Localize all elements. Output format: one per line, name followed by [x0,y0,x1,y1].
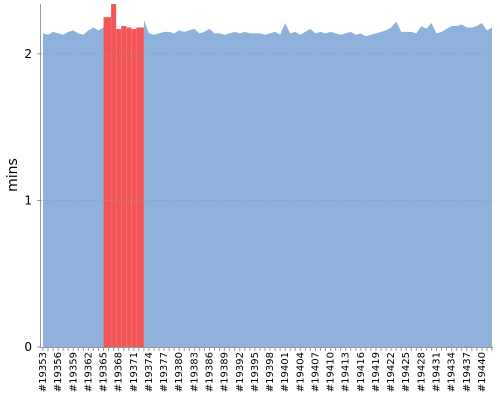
x-tick-label: #19389 [220,352,231,392]
area-bar [111,4,117,347]
x-tick-label: #19398 [265,352,276,392]
y-tick-label: 2 [24,47,32,61]
x-tick-label: #19362 [83,352,94,392]
x-tick-label: #19359 [68,352,79,392]
x-tick-label: #19437 [462,352,473,392]
x-tick-label: #19404 [295,352,306,392]
x-tick-label: #19356 [53,352,64,392]
x-tick-label: #19383 [189,352,200,392]
area [143,20,493,347]
area-bar [116,28,122,347]
x-tick-label: #19425 [401,352,412,392]
x-tick-label: #19353 [38,352,49,392]
y-axis-label: mins [5,158,21,192]
area-bar [136,27,144,347]
x-tick-label: #19386 [204,352,215,392]
y-tick-label: 1 [24,193,32,207]
x-tick-label: #19428 [416,352,427,392]
x-tick-label: #19410 [326,352,337,392]
area-bar [103,17,112,347]
x-tick-label: #19395 [250,352,261,392]
x-tick-label: #19377 [159,352,170,392]
area-bar [121,25,127,347]
x-tick-label: #19413 [341,352,352,392]
x-tick-label: #19380 [174,352,185,392]
area-bar [126,27,132,347]
x-tick-label: #19368 [114,352,125,392]
x-tick-label: #19365 [99,352,110,392]
x-tick-label: #19416 [356,352,367,392]
x-tick-label: #19401 [280,352,291,392]
x-tick-label: #19419 [371,352,382,392]
x-tick-label: #19371 [129,352,140,392]
area-bar [131,28,137,347]
area [43,27,104,347]
x-tick-label: #19440 [477,352,488,392]
y-tick-label: 0 [24,340,32,354]
x-tick-label: #19374 [144,352,155,392]
plot-area [43,4,493,347]
x-tick-label: #19434 [447,352,458,392]
x-tick-label: #19407 [310,352,321,392]
x-tick-label: #19422 [386,352,397,392]
x-tick-label: #19431 [432,352,443,392]
x-tick-label: #19392 [235,352,246,392]
